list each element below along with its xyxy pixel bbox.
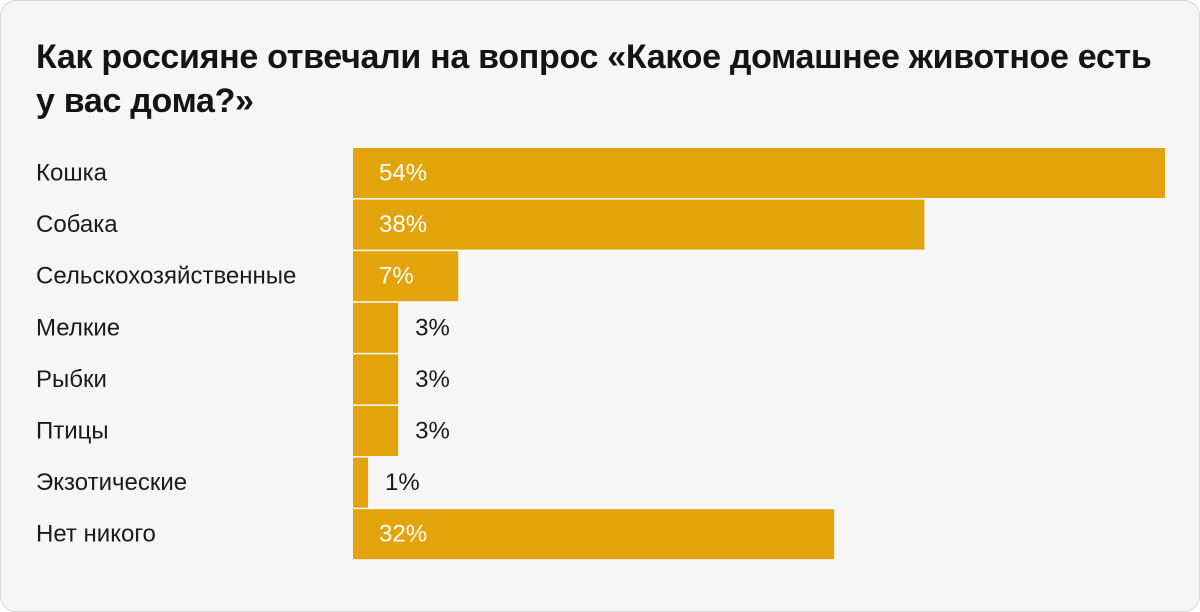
bar: [353, 302, 399, 353]
bar-row: Кошка 54%: [36, 148, 1165, 198]
bar-row: Собака 38%: [36, 199, 925, 250]
bar-row: Рыбки 3%: [36, 354, 450, 405]
bar-row: Нет никого 32%: [36, 509, 835, 560]
bar-row: Сельскохозяйственные 7%: [36, 251, 459, 302]
value-label: 3%: [415, 418, 450, 445]
bar-row: Птицы 3%: [36, 406, 450, 456]
value-label: 3%: [415, 314, 450, 341]
category-label: Кошка: [36, 160, 108, 187]
bar: [353, 509, 835, 560]
category-label: Сельскохозяйственные: [36, 263, 296, 290]
value-label: 3%: [415, 366, 450, 393]
value-label: 38%: [379, 211, 427, 238]
value-label: 1%: [385, 469, 420, 496]
bar: [353, 354, 399, 405]
bar-row: Мелкие 3%: [36, 302, 450, 353]
category-label: Мелкие: [36, 314, 120, 341]
bar: [353, 457, 369, 508]
value-label: 54%: [379, 160, 427, 187]
category-label: Собака: [36, 211, 118, 238]
category-label: Птицы: [36, 418, 109, 445]
bar-row: Экзотические 1%: [36, 457, 420, 508]
value-label: 32%: [379, 521, 427, 548]
bar: [353, 406, 399, 456]
bar: [353, 251, 459, 302]
category-label: Рыбки: [36, 366, 107, 393]
category-label: Нет никого: [36, 521, 156, 548]
bar: [353, 148, 1165, 198]
chart-title: Как россияне отвечали на вопрос «Какое д…: [36, 38, 1152, 120]
value-label: 7%: [379, 263, 414, 290]
category-label: Экзотические: [36, 469, 187, 496]
bar: [353, 199, 925, 250]
